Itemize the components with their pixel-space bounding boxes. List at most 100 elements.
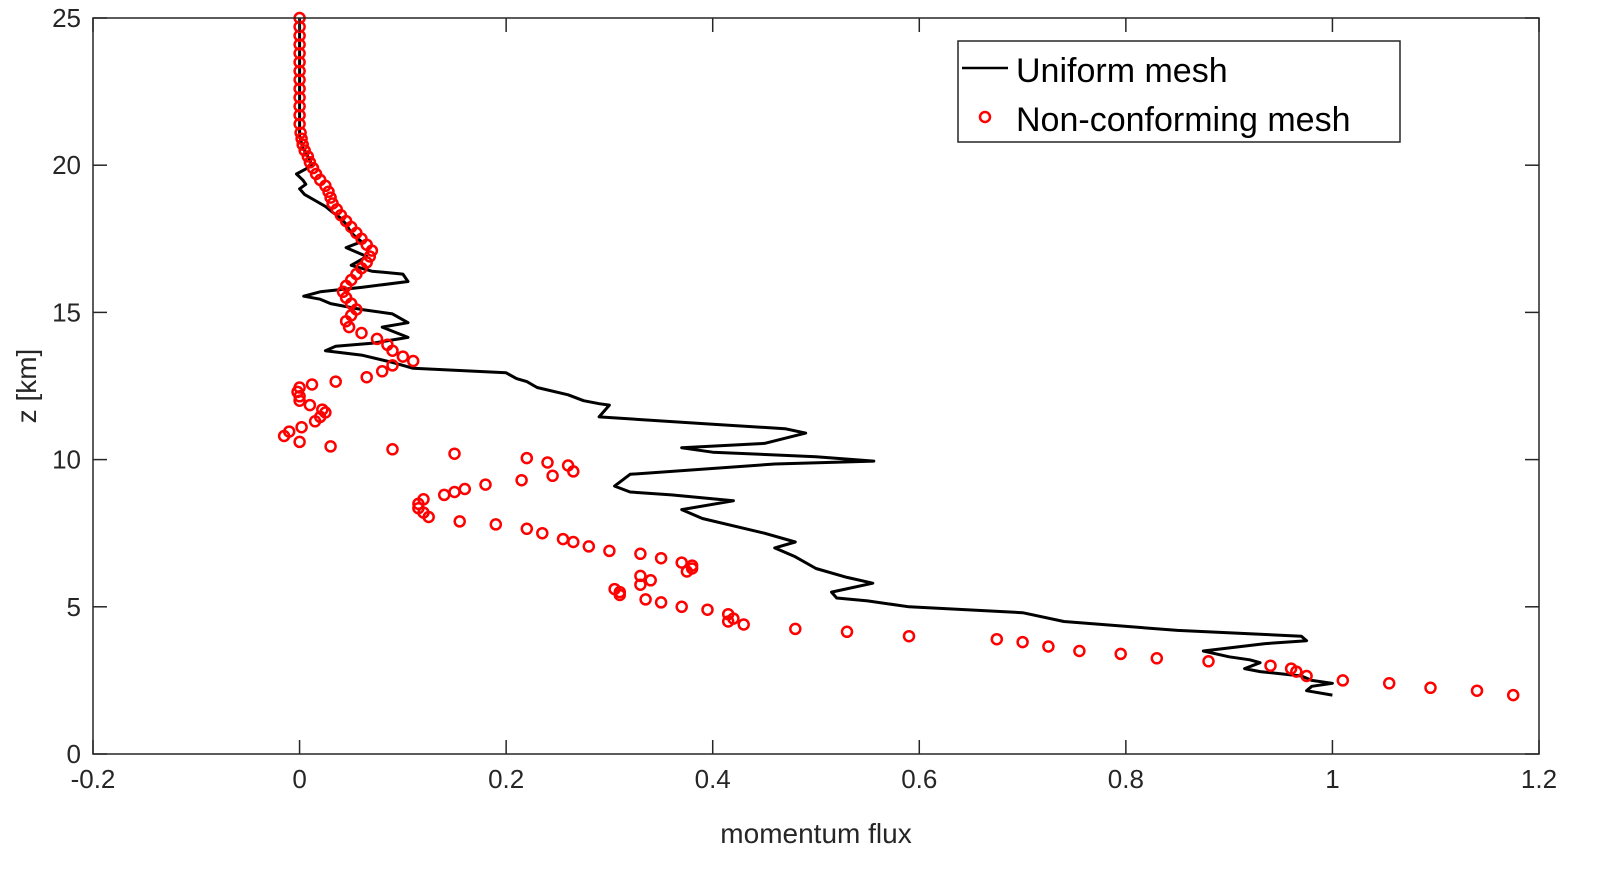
data-point-non-conforming-mesh xyxy=(1470,684,1484,697)
data-point-non-conforming-mesh xyxy=(1290,665,1303,678)
legend-box xyxy=(957,40,1401,143)
x-tick-label: 1 xyxy=(1325,764,1339,794)
data-point-non-conforming-mesh xyxy=(479,478,492,491)
data-point-non-conforming-mesh xyxy=(370,332,384,346)
x-tick-label: 0 xyxy=(292,764,306,794)
data-point-non-conforming-mesh xyxy=(386,344,399,357)
data-point-non-conforming-mesh xyxy=(355,326,368,340)
data-point-non-conforming-mesh xyxy=(375,365,389,378)
data-point-non-conforming-mesh xyxy=(412,497,425,511)
y-axis-label: z [km] xyxy=(11,349,42,424)
data-point-non-conforming-mesh xyxy=(1150,652,1164,665)
data-point-non-conforming-mesh xyxy=(546,469,559,483)
x-axis-label: momentum flux xyxy=(720,818,911,849)
x-tick-label: 0.6 xyxy=(901,764,937,794)
data-point-non-conforming-mesh xyxy=(1016,635,1029,649)
data-point-non-conforming-mesh xyxy=(293,435,306,449)
data-point-non-conforming-mesh xyxy=(613,588,627,602)
y-tick-label: 5 xyxy=(67,592,81,622)
data-point-non-conforming-mesh xyxy=(453,515,466,528)
data-point-non-conforming-mesh xyxy=(1382,677,1396,690)
data-point-non-conforming-mesh xyxy=(1506,688,1520,702)
y-tick-label: 20 xyxy=(52,150,81,180)
data-point-non-conforming-mesh xyxy=(489,518,503,531)
data-point-non-conforming-mesh xyxy=(308,415,322,428)
data-point-non-conforming-mesh xyxy=(721,615,735,628)
data-point-non-conforming-mesh xyxy=(536,526,549,540)
data-point-non-conforming-mesh xyxy=(701,603,714,616)
data-point-non-conforming-mesh xyxy=(437,488,451,502)
data-point-non-conforming-mesh xyxy=(520,522,534,536)
data-point-non-conforming-mesh xyxy=(990,632,1004,646)
series-line-uniform-mesh xyxy=(295,18,1334,697)
data-point-non-conforming-mesh xyxy=(342,320,356,334)
data-point-non-conforming-mesh xyxy=(386,359,399,372)
data-point-non-conforming-mesh xyxy=(582,540,596,553)
data-point-non-conforming-mesh xyxy=(520,451,534,465)
data-point-non-conforming-mesh xyxy=(365,244,379,257)
data-point-non-conforming-mesh xyxy=(541,456,554,469)
data-point-non-conforming-mesh xyxy=(448,447,461,460)
data-point-non-conforming-mesh xyxy=(1202,655,1215,668)
data-point-non-conforming-mesh xyxy=(737,618,750,631)
x-tick-label: 0.2 xyxy=(488,764,524,794)
data-point-non-conforming-mesh xyxy=(277,429,291,443)
data-point-non-conforming-mesh xyxy=(654,551,668,565)
data-point-non-conforming-mesh xyxy=(301,150,315,163)
data-point-non-conforming-mesh xyxy=(422,510,435,524)
data-point-non-conforming-mesh xyxy=(644,574,657,587)
data-point-non-conforming-mesh xyxy=(1264,659,1277,672)
data-point-non-conforming-mesh xyxy=(654,596,668,609)
y-tick-label: 25 xyxy=(52,3,81,33)
data-point-non-conforming-mesh xyxy=(567,465,580,478)
legend: Uniform mesh Non-conforming mesh xyxy=(957,40,1401,143)
y-tick-label: 0 xyxy=(67,739,81,769)
data-point-non-conforming-mesh xyxy=(1424,681,1437,695)
data-point-non-conforming-mesh xyxy=(1300,669,1313,683)
y-tick-label: 15 xyxy=(52,297,81,327)
data-point-non-conforming-mesh xyxy=(295,132,308,145)
data-point-non-conforming-mesh xyxy=(293,390,306,403)
data-point-non-conforming-mesh xyxy=(567,535,580,549)
x-tick-label: -0.2 xyxy=(71,764,116,794)
data-point-non-conforming-mesh xyxy=(324,191,337,204)
legend-entry-non-conforming-mesh: Non-conforming mesh xyxy=(1016,101,1350,139)
data-point-non-conforming-mesh xyxy=(680,565,694,578)
y-tick-label: 10 xyxy=(52,445,81,475)
data-point-non-conforming-mesh xyxy=(675,600,688,614)
data-point-non-conforming-mesh xyxy=(406,354,420,368)
legend-marker-swatch xyxy=(978,110,992,124)
data-point-non-conforming-mesh xyxy=(305,378,319,391)
legend-entry-uniform-mesh: Uniform mesh xyxy=(1016,52,1228,90)
data-point-non-conforming-mesh xyxy=(316,403,329,416)
data-point-non-conforming-mesh xyxy=(1114,647,1127,661)
x-tick-label: 0.8 xyxy=(1108,764,1144,794)
data-point-non-conforming-mesh xyxy=(322,185,335,198)
data-point-non-conforming-mesh xyxy=(639,593,652,606)
data-point-non-conforming-mesh xyxy=(603,544,616,558)
data-point-non-conforming-mesh xyxy=(303,398,317,412)
data-point-non-conforming-mesh xyxy=(295,420,308,434)
axes-box xyxy=(92,17,1540,755)
x-tick-label: 1.2 xyxy=(1521,764,1557,794)
data-point-non-conforming-mesh xyxy=(634,547,647,561)
data-point-non-conforming-mesh xyxy=(902,629,916,643)
data-point-non-conforming-mesh xyxy=(293,394,306,407)
x-tick-label: 0.4 xyxy=(695,764,731,794)
data-point-non-conforming-mesh xyxy=(1042,640,1055,653)
data-point-non-conforming-mesh xyxy=(324,440,337,453)
data-point-non-conforming-mesh xyxy=(296,138,309,151)
data-point-non-conforming-mesh xyxy=(515,473,528,487)
data-point-non-conforming-mesh xyxy=(1336,674,1350,687)
data-point-non-conforming-mesh xyxy=(360,370,373,384)
data-point-non-conforming-mesh xyxy=(789,622,802,636)
data-point-non-conforming-mesh xyxy=(329,375,342,388)
data-point-non-conforming-mesh xyxy=(634,578,647,591)
data-point-non-conforming-mesh xyxy=(386,443,399,456)
data-point-non-conforming-mesh xyxy=(294,126,307,140)
data-point-non-conforming-mesh xyxy=(1073,644,1086,658)
plot-area xyxy=(277,11,1520,702)
